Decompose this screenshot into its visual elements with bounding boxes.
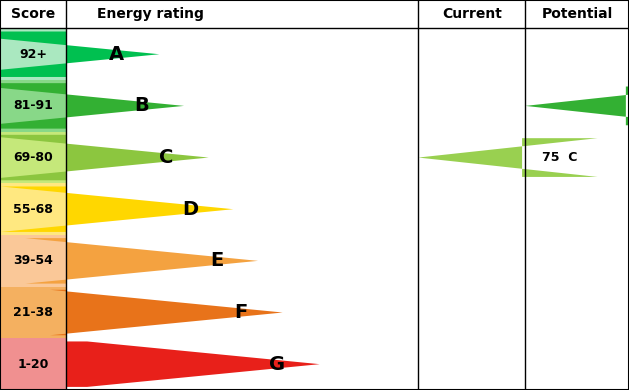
Text: E: E xyxy=(210,252,223,270)
Text: 81-91: 81-91 xyxy=(13,99,53,112)
Polygon shape xyxy=(1,186,233,232)
Bar xyxy=(0,183,66,235)
Text: 69-80: 69-80 xyxy=(13,151,53,164)
Polygon shape xyxy=(66,341,320,387)
Text: F: F xyxy=(235,303,248,322)
Text: 1-20: 1-20 xyxy=(18,358,48,370)
Text: Current: Current xyxy=(442,7,502,21)
Polygon shape xyxy=(0,83,184,129)
Text: Potential: Potential xyxy=(542,7,613,21)
Text: 55-68: 55-68 xyxy=(13,203,53,216)
Bar xyxy=(0,132,66,183)
Text: Score: Score xyxy=(11,7,55,21)
Polygon shape xyxy=(418,138,598,177)
Text: 21-38: 21-38 xyxy=(13,306,53,319)
Text: A: A xyxy=(109,45,125,64)
Text: 92+: 92+ xyxy=(19,48,47,61)
Polygon shape xyxy=(0,32,159,77)
Text: 39-54: 39-54 xyxy=(13,254,53,268)
Polygon shape xyxy=(50,290,282,335)
Polygon shape xyxy=(26,238,258,284)
Bar xyxy=(0,235,66,287)
Text: G: G xyxy=(269,355,285,374)
Text: B: B xyxy=(135,96,149,115)
Text: 75  C: 75 C xyxy=(542,151,577,164)
Bar xyxy=(0,339,66,390)
Polygon shape xyxy=(525,87,629,125)
Text: D: D xyxy=(182,200,199,219)
Polygon shape xyxy=(0,135,209,180)
Bar xyxy=(0,28,66,80)
Text: C: C xyxy=(160,148,174,167)
Text: Energy rating: Energy rating xyxy=(97,7,204,21)
Bar xyxy=(0,287,66,339)
Bar xyxy=(0,80,66,132)
